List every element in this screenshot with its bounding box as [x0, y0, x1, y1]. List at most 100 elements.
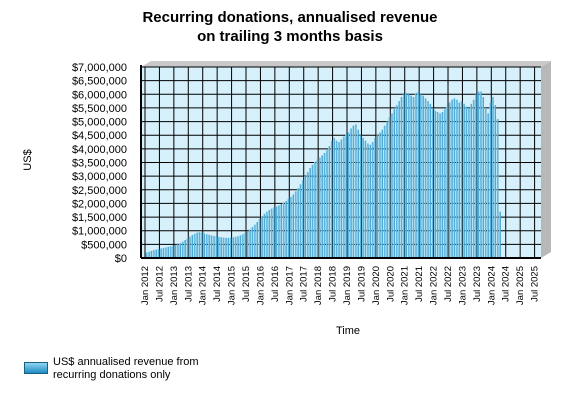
bar [157, 248, 160, 258]
bar [179, 243, 181, 258]
bar [258, 218, 261, 258]
bar [299, 184, 302, 258]
bar [383, 125, 386, 259]
bar [297, 188, 299, 258]
bar [470, 103, 472, 258]
bar [159, 248, 162, 258]
bar [217, 236, 220, 258]
y-tick-labels: $0 $500,000$1,000,000 $1,500,000 $2,000,000… [72, 62, 127, 265]
bar [169, 246, 172, 258]
x-tick-label: Jan 2024 [486, 266, 497, 305]
bar [458, 102, 460, 258]
bar [496, 118, 499, 258]
x-tick-label: Jan 2015 [227, 266, 238, 305]
bar [357, 129, 359, 258]
bar [248, 229, 251, 258]
y-tick-label: $6,000,000 [72, 89, 127, 101]
bar [352, 125, 355, 259]
bar [499, 211, 501, 258]
bar [479, 91, 482, 258]
bar [183, 239, 186, 258]
bar [417, 91, 420, 258]
bar [414, 92, 417, 259]
bar [342, 136, 345, 258]
bar [234, 236, 237, 258]
bar [270, 208, 273, 258]
bar [309, 167, 311, 258]
y-tick-label: $1,000,000 [72, 226, 127, 238]
bar [424, 98, 427, 258]
bar [212, 235, 215, 258]
bar [260, 216, 263, 258]
y-tick-label: $4,000,000 [72, 144, 127, 156]
bar [196, 232, 198, 258]
bar [268, 209, 270, 258]
plot-top-edge [141, 61, 551, 67]
y-tick-label: $3,000,000 [72, 171, 127, 183]
bar [400, 97, 403, 258]
bar [186, 238, 189, 258]
bar [436, 112, 439, 259]
bar [340, 139, 343, 258]
bar [152, 250, 155, 258]
bar [369, 144, 371, 258]
bar [450, 99, 453, 258]
bar [301, 180, 304, 258]
bar [472, 99, 475, 258]
bar [318, 157, 321, 258]
x-tick-label: Jul 2019 [356, 266, 367, 302]
bar [284, 200, 287, 258]
bar [448, 102, 451, 258]
bar [482, 97, 484, 258]
bar [491, 97, 494, 258]
legend-swatch [24, 362, 48, 374]
bar [347, 132, 350, 258]
bar [364, 140, 367, 258]
bar [371, 142, 374, 258]
y-tick-label: $3,500,000 [72, 158, 127, 170]
bar [253, 224, 256, 258]
bar [251, 227, 254, 258]
x-tick-label: Jan 2014 [198, 266, 209, 305]
x-tick-label: Jul 2022 [443, 266, 454, 302]
bar [359, 135, 362, 258]
y-tick-label: $7,000,000 [72, 62, 127, 74]
bar [446, 106, 448, 258]
bar [304, 176, 307, 258]
bar [292, 194, 295, 258]
bar [361, 137, 364, 258]
bar [453, 98, 456, 258]
y-axis-title: US$ [22, 149, 34, 170]
bar [191, 235, 193, 258]
bar [381, 129, 383, 258]
bar [494, 105, 497, 258]
bar [321, 155, 323, 258]
bar [311, 164, 314, 258]
axes [140, 65, 541, 259]
bar [325, 150, 328, 258]
bar [486, 113, 489, 258]
bar [345, 133, 347, 258]
bar [455, 99, 458, 258]
bar [349, 128, 352, 258]
bar [200, 232, 203, 258]
bar [405, 92, 408, 259]
x-tick-label: Jul 2015 [241, 266, 252, 302]
bar [193, 233, 196, 258]
x-tick-label: Jul 2021 [414, 266, 425, 302]
bar [181, 241, 184, 258]
bar [316, 159, 319, 258]
bar [232, 237, 234, 258]
y-tick-label: $2,000,000 [72, 198, 127, 210]
x-tick-label: Jul 2016 [270, 266, 281, 302]
bar [426, 101, 429, 258]
bar [333, 137, 335, 258]
bar [236, 236, 239, 258]
bar [215, 236, 218, 258]
x-tick-label: Jan 2017 [284, 266, 295, 305]
y-tick-label: $2,500,000 [72, 185, 127, 197]
bar [265, 211, 268, 258]
bar [246, 231, 249, 258]
x-tick-label: Jul 2023 [472, 266, 483, 302]
